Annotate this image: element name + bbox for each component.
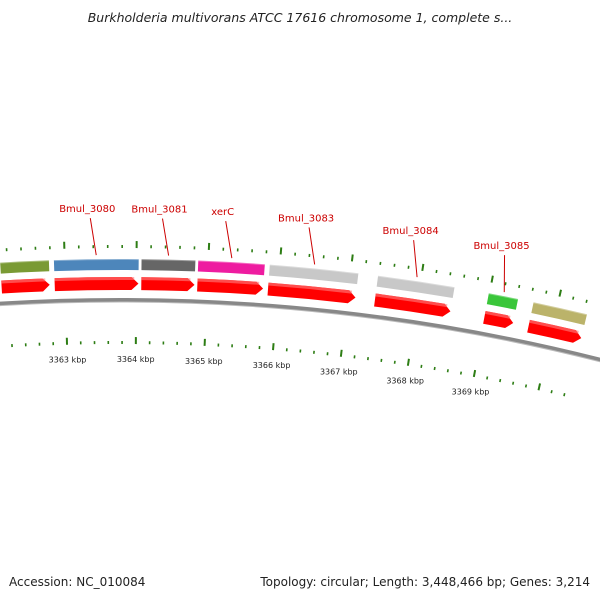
gene-block-gloss xyxy=(0,259,49,264)
gene-label: xerC xyxy=(211,207,234,218)
backbone-highlight xyxy=(0,301,600,363)
outer-tick-track xyxy=(5,241,588,303)
gene-label: Bmul_3084 xyxy=(383,226,439,237)
gene-block-gloss xyxy=(198,259,265,266)
inner-major-tick xyxy=(339,349,343,357)
gene-label: Bmul_3081 xyxy=(131,205,187,216)
gene-label: Bmul_3083 xyxy=(278,213,334,224)
gene-block-gloss xyxy=(377,274,455,289)
gene-block[interactable] xyxy=(0,260,50,274)
outer-major-tick xyxy=(490,275,494,283)
inner-minor-tick xyxy=(499,378,502,383)
inner-minor-tick xyxy=(446,369,449,373)
gene-block-gloss xyxy=(488,292,519,300)
scale-label: 3367 kbp xyxy=(320,368,358,377)
gene-label-leader xyxy=(162,218,170,256)
accession-text: Accession: NC_010084 xyxy=(9,575,146,589)
inner-minor-tick xyxy=(459,371,463,375)
cds-arrow[interactable] xyxy=(54,276,139,292)
outer-minor-tick xyxy=(504,282,507,286)
cds-arrow-gloss xyxy=(197,278,260,285)
gene-block[interactable] xyxy=(376,275,455,299)
gene-block-gloss xyxy=(269,263,359,275)
outer-minor-tick xyxy=(572,296,575,300)
gene-block[interactable] xyxy=(531,302,587,325)
cds-arrow-gloss xyxy=(375,293,448,308)
outer-minor-tick xyxy=(545,290,548,294)
cds-track[interactable] xyxy=(1,276,582,343)
outer-minor-tick xyxy=(477,276,480,281)
cds-arrow-gloss xyxy=(141,277,191,282)
scale-label: 3363 kbp xyxy=(49,356,87,365)
outer-minor-tick xyxy=(531,287,534,291)
outer-major-tick xyxy=(350,254,354,262)
chromosome-backbone xyxy=(0,298,600,363)
cds-arrow[interactable] xyxy=(527,319,582,343)
inner-minor-tick xyxy=(563,393,566,397)
cds-arrow-gloss xyxy=(1,278,46,284)
scale-label: 3365 kbp xyxy=(185,357,223,366)
genome-summary-text: Topology: circular; Length: 3,448,466 bp… xyxy=(260,575,590,589)
scale-label: 3364 kbp xyxy=(117,355,155,364)
outer-major-tick xyxy=(279,247,283,255)
gene-label-leader xyxy=(308,227,316,265)
gene-block-gloss xyxy=(141,258,196,262)
gene-label-layer: Bmul_3080 Bmul_3081 xerC Bmul_3083 Bmul_3084… xyxy=(59,204,530,293)
inner-minor-tick xyxy=(524,384,528,388)
cds-arrow-gloss xyxy=(54,276,135,282)
inner-tick-track xyxy=(11,337,566,397)
cds-arrow[interactable] xyxy=(374,293,451,317)
cds-arrow-gloss xyxy=(484,310,511,319)
cds-arrow-gloss xyxy=(529,319,579,334)
scale-label-layer: 3363 kbp 3364 kbp 3365 kbp 3366 kbp 3367 kbp… xyxy=(49,355,490,397)
gene-label: Bmul_3080 xyxy=(59,204,115,215)
gene-block[interactable] xyxy=(197,260,265,276)
gene-label-leader xyxy=(89,218,97,256)
cds-arrow[interactable] xyxy=(267,282,356,304)
outer-major-tick xyxy=(558,289,562,297)
outer-minor-tick xyxy=(518,284,521,289)
gene-block-gloss xyxy=(53,258,139,262)
inner-major-tick xyxy=(406,358,410,366)
gene-block[interactable] xyxy=(269,264,359,285)
gene-block[interactable] xyxy=(53,259,139,272)
gene-label-leader xyxy=(413,240,418,278)
inner-major-tick xyxy=(272,343,275,351)
gene-label-leader xyxy=(225,221,233,259)
gene-label: Bmul_3085 xyxy=(473,241,529,252)
map-title: Burkholderia multivorans ATCC 17616 chro… xyxy=(87,10,513,25)
backbone-line xyxy=(0,298,600,362)
scale-label: 3366 kbp xyxy=(253,361,291,370)
gene-block-gloss xyxy=(533,301,588,316)
gene-track[interactable] xyxy=(0,258,588,325)
scale-label: 3368 kbp xyxy=(386,377,424,386)
inner-minor-tick xyxy=(512,381,515,385)
inner-major-tick xyxy=(537,383,542,391)
outer-minor-tick xyxy=(463,274,466,278)
cds-arrow-gloss xyxy=(268,282,353,294)
inner-minor-tick xyxy=(550,390,553,394)
outer-minor-tick xyxy=(585,299,588,303)
scale-label: 3369 kbp xyxy=(452,388,490,397)
inner-major-tick xyxy=(472,369,477,378)
outer-major-tick xyxy=(421,263,425,271)
gene-block[interactable] xyxy=(486,293,519,310)
inner-minor-tick xyxy=(486,376,489,380)
gene-block[interactable] xyxy=(141,259,196,272)
